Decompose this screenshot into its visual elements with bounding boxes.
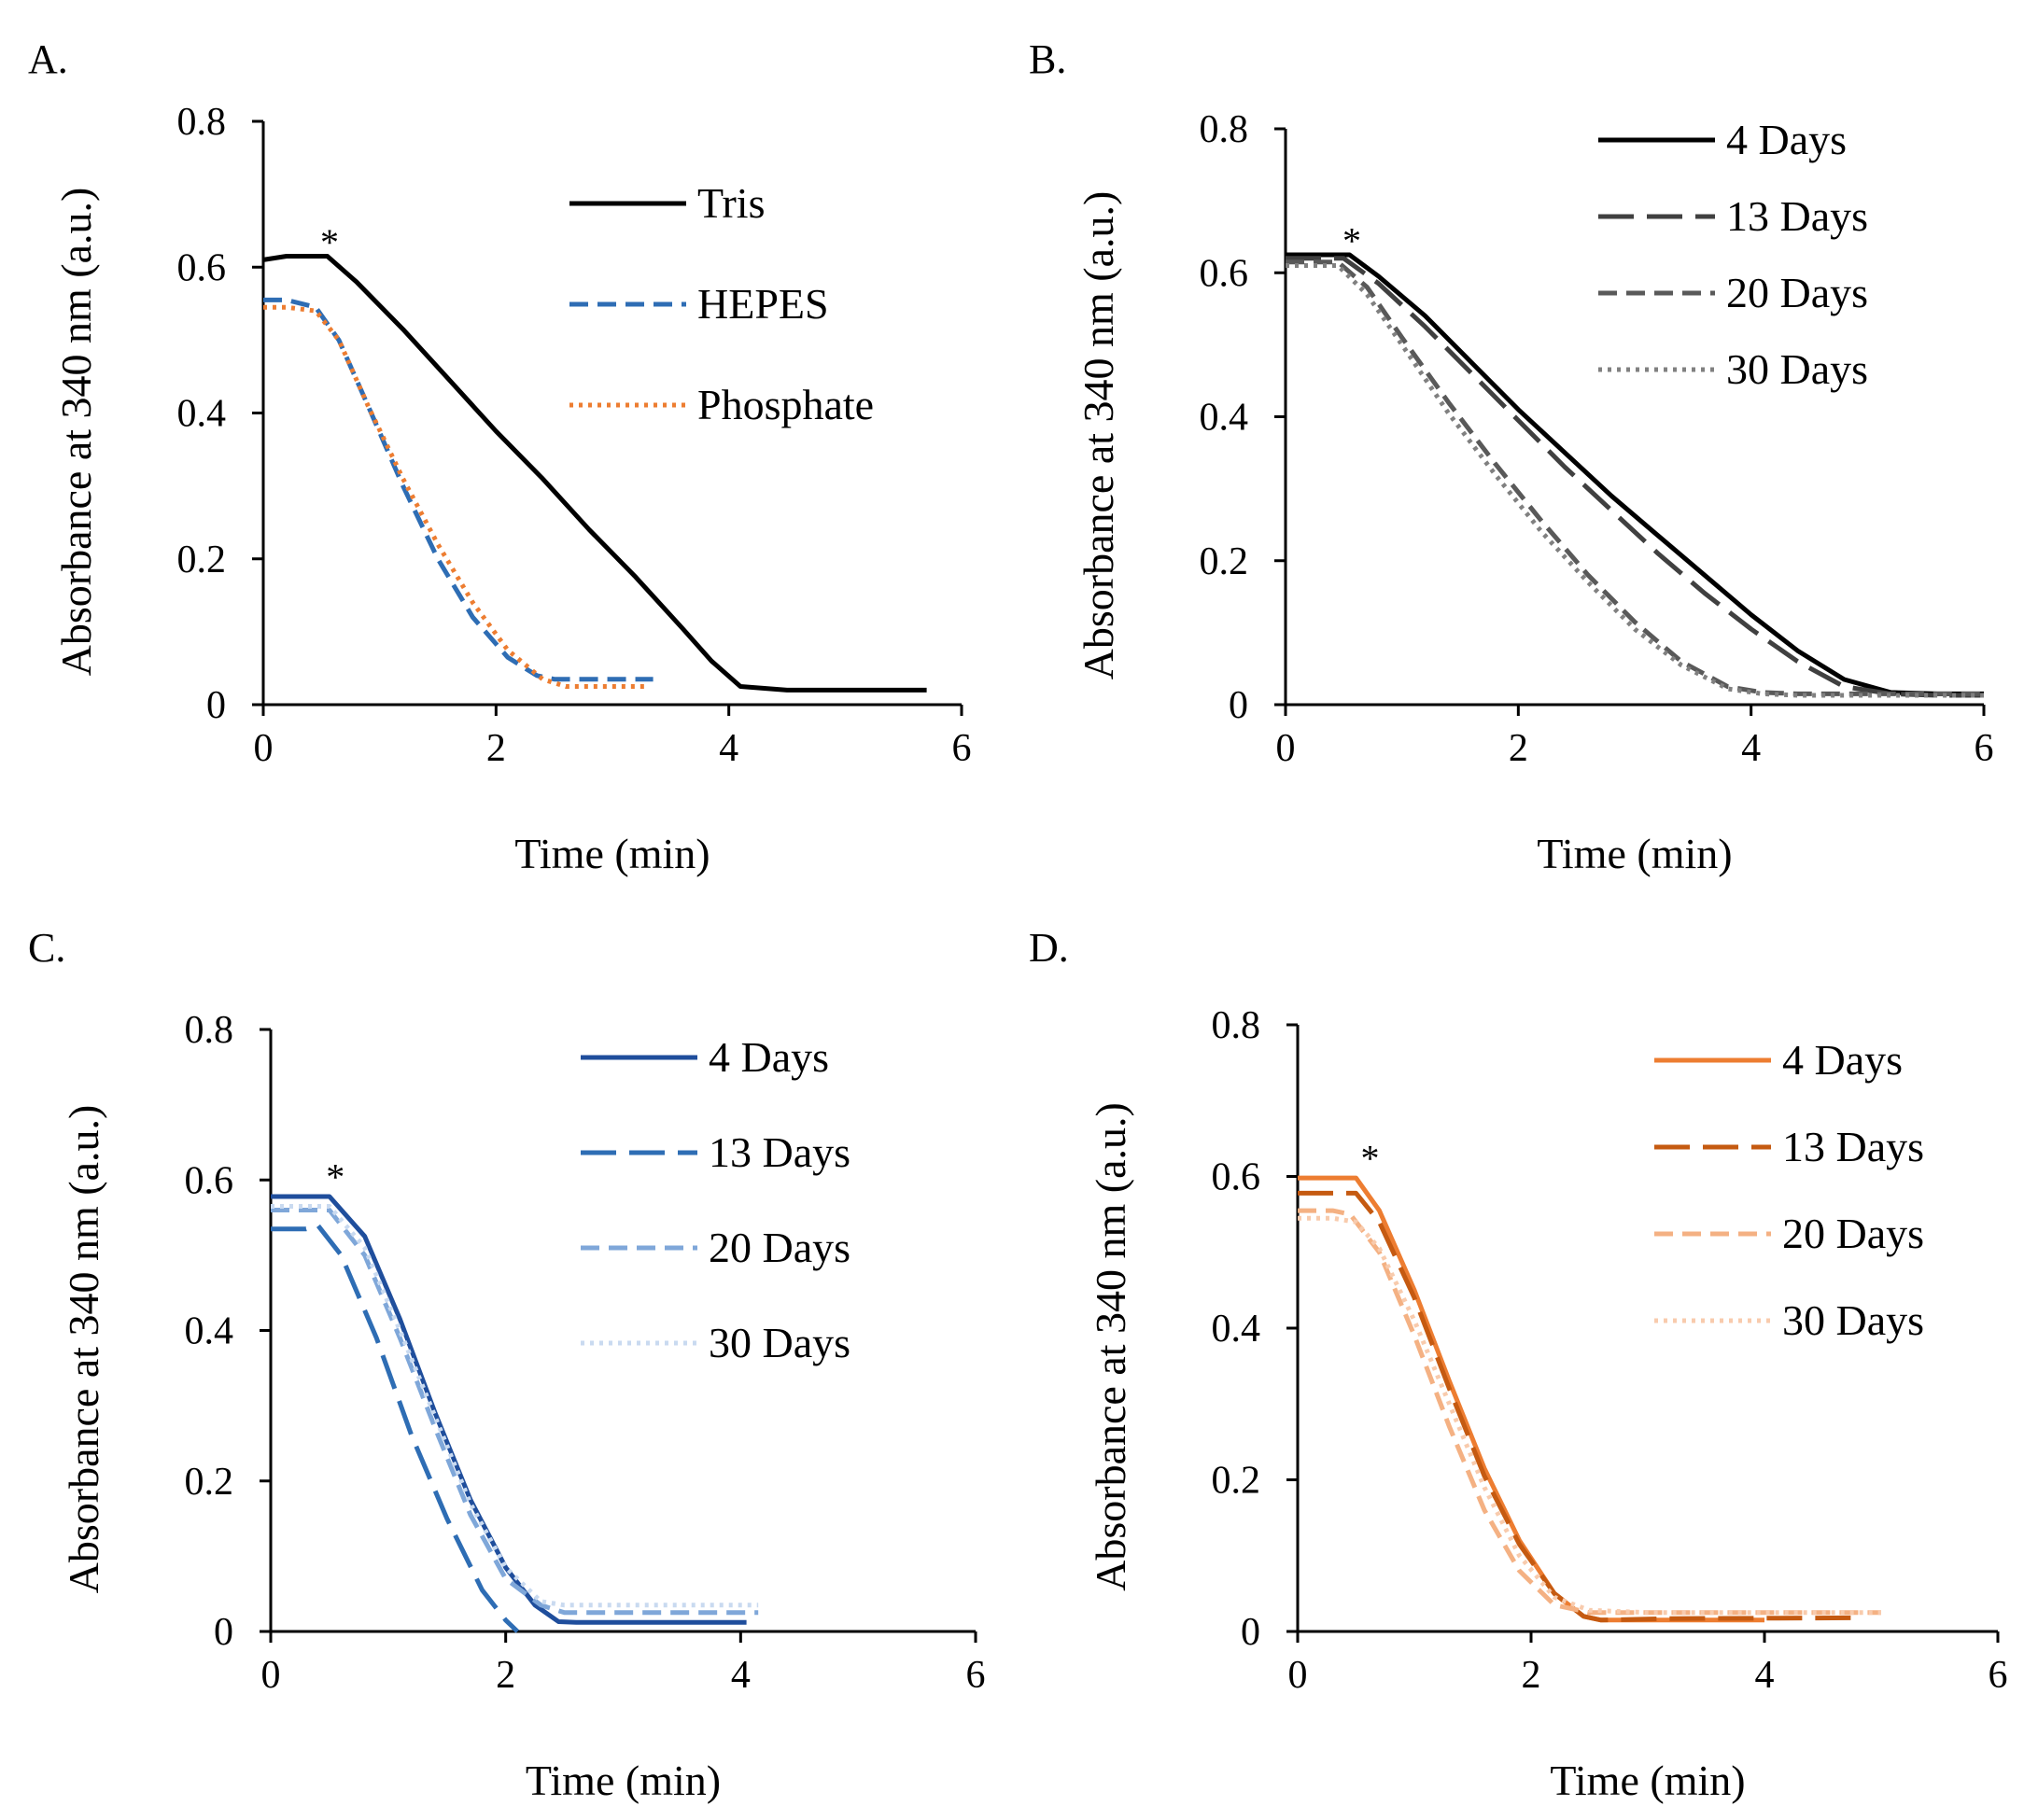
legend-label: 13 Days	[1782, 1123, 1924, 1170]
series-line-13-days	[1298, 1190, 1859, 1623]
y-tick-label: 0.8	[1200, 108, 1249, 151]
x-tick-label: 2	[1509, 727, 1528, 770]
legend-label: 4 Days	[1726, 116, 1847, 163]
y-tick-label: 0.6	[1200, 252, 1249, 295]
x-tick-label: 4	[719, 727, 738, 770]
x-axis-title: Time (min)	[1550, 1757, 1745, 1804]
y-tick-label: 0.6	[177, 246, 227, 289]
y-axis-title: Absorbance at 340 nm (a.u.)	[1087, 1102, 1134, 1591]
y-tick-label: 0	[214, 1611, 233, 1654]
legend: 4 Days 13 Days 20 Days 30 Days	[1598, 116, 1868, 393]
legend: 4 Days 13 Days 20 Days 30 Days	[1654, 1036, 1924, 1344]
y-tick-label: 0.2	[1200, 540, 1249, 583]
legend-label: 20 Days	[1782, 1210, 1924, 1257]
legend-label: Phosphate	[697, 381, 874, 428]
series-line-4-days	[1298, 1175, 1764, 1623]
x-tick-label: 2	[486, 727, 506, 770]
series-line-13-days	[271, 1223, 520, 1633]
x-tick-label: 0	[1276, 727, 1296, 770]
series-line-20-days	[1298, 1208, 1881, 1616]
panel-label: A.	[28, 36, 68, 82]
chart-panel-B: B. 0 0.2 0.4 0.6 0.8 0 2 4 6 Time (min) Absorbance …	[1029, 36, 1994, 877]
series-line-4-days	[1286, 252, 1984, 696]
y-tick-label: 0	[1241, 1611, 1260, 1654]
y-tick-label: 0.4	[185, 1310, 234, 1353]
legend-label: 30 Days	[709, 1319, 850, 1366]
y-tick-label: 0.4	[177, 393, 227, 436]
legend-label: HEPES	[697, 280, 829, 328]
legend-label: 13 Days	[1726, 192, 1868, 240]
significance-marker: *	[320, 221, 339, 263]
y-axis-title: Absorbance at 340 nm (a.u.)	[1075, 191, 1122, 680]
significance-marker: *	[326, 1155, 344, 1197]
x-tick-label: 2	[496, 1654, 515, 1697]
y-tick-label: 0.2	[1212, 1460, 1261, 1503]
chart-panel-C: C. 0 0.2 0.4 0.6 0.8 0 2 4 6 Time (min) Absorbance …	[28, 925, 986, 1804]
panel-label: C.	[28, 925, 65, 971]
panel-label: D.	[1029, 925, 1069, 971]
series-line-13-days	[1286, 256, 1984, 698]
legend-label: 4 Days	[1782, 1036, 1903, 1084]
series-line-hepes	[263, 297, 654, 682]
y-tick-label: 0.8	[185, 1009, 234, 1052]
series-line-phosphate	[263, 304, 648, 689]
legend: 4 Days 13 Days 20 Days 30 Days	[581, 1033, 850, 1366]
legend-label: 4 Days	[709, 1033, 829, 1081]
x-tick-label: 0	[254, 727, 274, 770]
legend: Tris HEPES Phosphate	[569, 179, 874, 428]
chart-panel-A: A. 0 0.2 0.4 0.6 0.8 0 2 4 6 Time (min) Absorbance …	[28, 36, 972, 877]
panel-label: B.	[1029, 36, 1066, 82]
legend-label: 20 Days	[709, 1224, 850, 1271]
series-line-20-days	[271, 1208, 759, 1616]
x-tick-label: 0	[1288, 1654, 1308, 1697]
y-tick-label: 0.2	[177, 539, 227, 581]
y-tick-label: 0.8	[177, 101, 227, 144]
significance-marker: *	[1361, 1137, 1380, 1179]
x-tick-label: 4	[1755, 1654, 1775, 1697]
x-tick-label: 6	[966, 1654, 986, 1697]
y-tick-label: 0	[206, 684, 226, 727]
series-line-30-days	[271, 1204, 759, 1608]
legend-label: 20 Days	[1726, 269, 1868, 316]
significance-marker: *	[1342, 219, 1361, 261]
x-axis-title: Time (min)	[526, 1757, 721, 1804]
x-tick-label: 6	[1989, 1654, 2008, 1697]
x-axis-title: Time (min)	[514, 830, 710, 877]
series-line-30-days	[1286, 263, 1984, 698]
y-tick-label: 0.6	[1212, 1156, 1261, 1199]
series-line-20-days	[1286, 259, 1984, 696]
y-axis-title: Absorbance at 340 nm (a.u.)	[52, 188, 100, 677]
y-tick-label: 0.4	[1200, 397, 1249, 440]
y-tick-label: 0.2	[185, 1461, 234, 1504]
x-tick-label: 6	[952, 727, 972, 770]
legend-label: 30 Days	[1726, 345, 1868, 393]
x-tick-label: 6	[1975, 727, 1994, 770]
legend-label: 13 Days	[709, 1128, 850, 1176]
chart-panel-D: D. 0 0.2 0.4 0.6 0.8 0 2 4 6 Time (min) Absorbance …	[1029, 925, 2008, 1804]
x-tick-label: 4	[1741, 727, 1761, 770]
series-line-tris	[262, 254, 927, 693]
y-tick-label: 0.8	[1212, 1004, 1261, 1047]
x-tick-label: 4	[731, 1654, 751, 1697]
y-tick-label: 0.4	[1212, 1308, 1261, 1351]
series-line-30-days	[1298, 1215, 1881, 1616]
y-axis-title: Absorbance at 340 nm (a.u.)	[60, 1105, 107, 1594]
x-tick-label: 0	[261, 1654, 281, 1697]
x-tick-label: 2	[1522, 1654, 1541, 1697]
legend-label: 30 Days	[1782, 1296, 1924, 1344]
y-tick-label: 0	[1229, 684, 1248, 727]
series-line-4-days	[271, 1194, 747, 1625]
x-axis-title: Time (min)	[1537, 830, 1732, 877]
legend-label: Tris	[697, 179, 765, 227]
y-tick-label: 0.6	[185, 1159, 234, 1202]
